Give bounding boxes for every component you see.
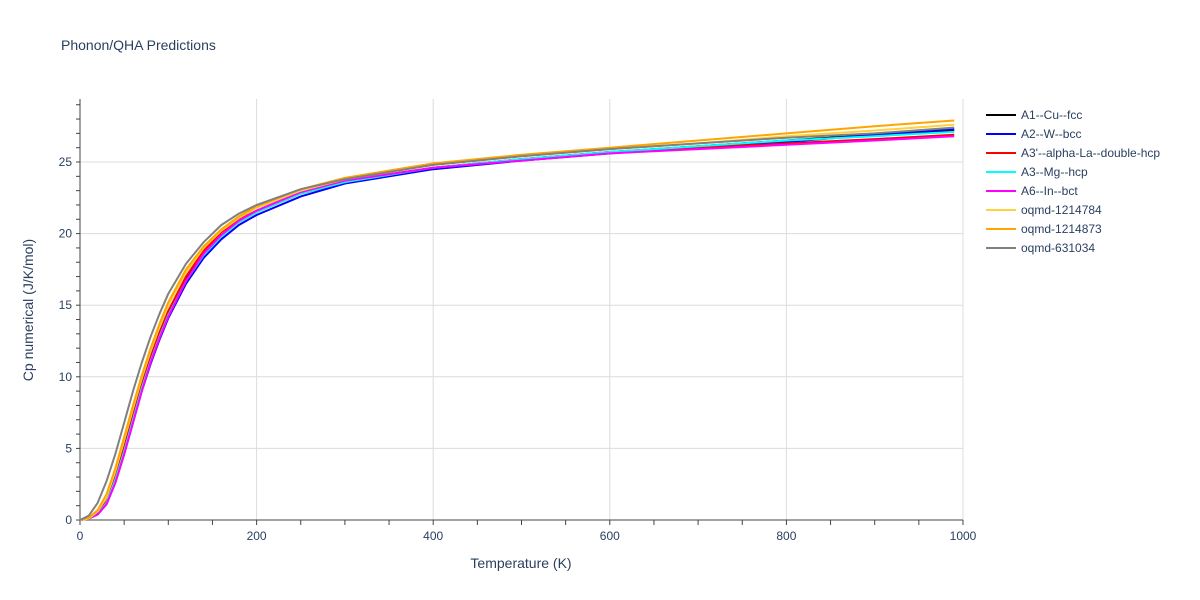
legend-label: A1--Cu--fcc (1021, 108, 1082, 122)
y-tick-label: 25 (59, 155, 73, 169)
x-tick-label: 200 (247, 529, 267, 543)
legend-label: A3'--alpha-La--double-hcp (1021, 146, 1160, 160)
series-layer (79, 119, 955, 521)
series-line (79, 129, 955, 521)
chart-title: Phonon/QHA Predictions (61, 37, 216, 53)
series-line (79, 135, 955, 521)
grid-layer (80, 99, 964, 520)
legend-label: oqmd-1214784 (1021, 203, 1102, 217)
x-tick-label: 0 (77, 529, 84, 543)
y-tick-label: 20 (59, 227, 73, 241)
y-axis-title: Cp numerical (J/K/mol) (20, 239, 36, 381)
axes-layer: 0 200 400 600 800 1000 0 5 10 15 20 25 (59, 99, 977, 543)
y-tick-label: 10 (59, 370, 73, 384)
series-line (79, 133, 955, 521)
legend-label: A3--Mg--hcp (1021, 165, 1088, 179)
x-tick-label: 600 (600, 529, 620, 543)
y-tick-label: 0 (65, 513, 72, 527)
y-tick-label: 5 (65, 441, 72, 455)
x-tick-label: 1000 (950, 529, 977, 543)
legend-label: oqmd-1214873 (1021, 222, 1102, 236)
legend-label: A2--W--bcc (1021, 127, 1081, 141)
series-line (79, 130, 955, 521)
series-line (79, 128, 955, 521)
legend-label: A6--In--bct (1021, 184, 1078, 198)
series-line (79, 119, 955, 521)
series-line (79, 126, 955, 521)
legend: A1--Cu--fcc A2--W--bcc A3'--alpha-La--doub… (986, 108, 1160, 255)
x-tick-label: 400 (423, 529, 443, 543)
series-line (79, 123, 955, 521)
y-tick-label: 15 (59, 298, 73, 312)
x-tick-label: 800 (776, 529, 796, 543)
legend-label: oqmd-631034 (1021, 241, 1095, 255)
x-axis-title: Temperature (K) (470, 555, 571, 571)
